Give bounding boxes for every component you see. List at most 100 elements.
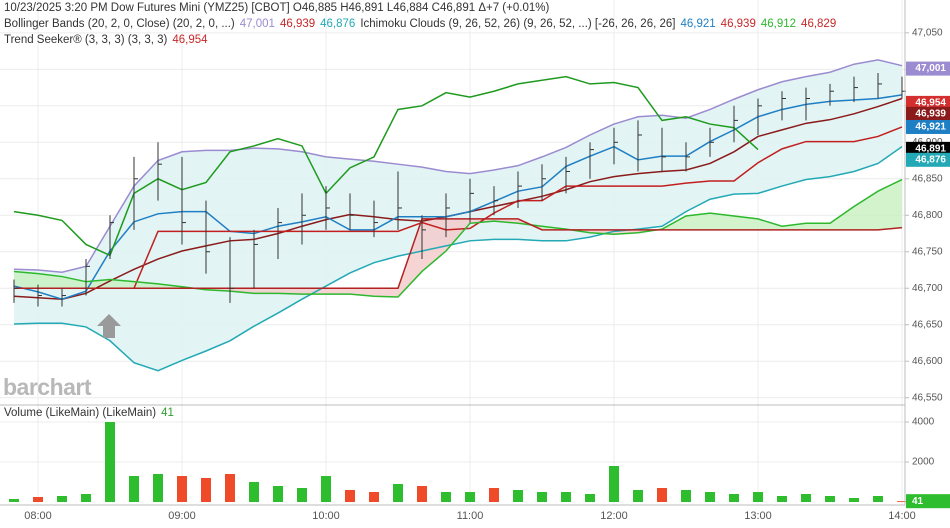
last-value-label: 41 bbox=[912, 496, 924, 507]
volume-bar bbox=[297, 488, 307, 502]
x-tick-label: 13:00 bbox=[744, 510, 772, 522]
volume-bar bbox=[57, 496, 67, 502]
indicator-line bbox=[13, 59, 903, 273]
cloud-segment bbox=[38, 273, 62, 289]
legend-line: Volume (LikeMain) (LikeMain) 41 bbox=[4, 407, 179, 423]
x-tick-label: 12:00 bbox=[600, 510, 628, 522]
volume-bar bbox=[345, 490, 355, 502]
band-fill bbox=[14, 59, 902, 371]
legend-text: 46,954 bbox=[172, 34, 208, 46]
volume-bar bbox=[105, 422, 115, 502]
volume-bar bbox=[729, 494, 739, 502]
price-legend: 10/23/2025 3:20 PM Dow Futures Mini (YMZ… bbox=[4, 2, 841, 50]
legend-text: Trend Seeker® (3, 3, 3) (3, 3, 3) bbox=[4, 34, 168, 46]
cloud-segment bbox=[278, 288, 302, 295]
y-tick-label: 47,050 bbox=[912, 27, 943, 38]
legend-text: 46,939 bbox=[279, 18, 316, 30]
last-value-label: 46,921 bbox=[915, 122, 946, 133]
volume-bar bbox=[225, 474, 235, 502]
volume-bar bbox=[465, 492, 475, 502]
volume-bar bbox=[537, 492, 547, 502]
y-tick-label: 2000 bbox=[912, 457, 935, 468]
volume-bar bbox=[897, 501, 907, 502]
cloud-segment bbox=[374, 288, 398, 297]
volume-bar bbox=[201, 478, 211, 502]
last-value-box bbox=[906, 61, 950, 76]
legend-text: 46,912 bbox=[760, 18, 797, 30]
volume-bar bbox=[9, 499, 19, 502]
cloud-segment bbox=[806, 223, 830, 230]
indicator-line bbox=[14, 218, 903, 289]
volume-bar bbox=[801, 494, 811, 502]
y-tick-label: 4000 bbox=[912, 417, 935, 428]
y-tick-label: 46,800 bbox=[912, 210, 943, 221]
volume-bar bbox=[153, 474, 163, 502]
indicator-line bbox=[13, 178, 903, 298]
y-tick-label: 46,700 bbox=[912, 283, 943, 294]
last-value-box bbox=[906, 106, 950, 121]
last-value-label: 47,001 bbox=[915, 63, 946, 74]
legend-text: Bollinger Bands (20, 2, 0, Close) (20, 2… bbox=[4, 18, 235, 30]
volume-bar bbox=[33, 497, 43, 502]
volume-bar bbox=[369, 492, 379, 502]
volume-bar bbox=[657, 488, 667, 502]
volume-bar bbox=[609, 466, 619, 502]
volume-bar bbox=[321, 476, 331, 502]
volume-bar bbox=[441, 492, 451, 502]
x-tick-label: 08:00 bbox=[24, 510, 52, 522]
volume-bar bbox=[777, 496, 787, 502]
volume-bar bbox=[753, 492, 763, 502]
y-tick-label: 46,600 bbox=[912, 356, 943, 367]
x-tick-label: 11:00 bbox=[457, 510, 484, 522]
last-value-label: 46,939 bbox=[915, 108, 946, 119]
last-value-box bbox=[906, 119, 950, 134]
legend-text: 46,921 bbox=[680, 18, 716, 30]
y-tick-label: 46,850 bbox=[912, 173, 943, 184]
cloud-segment bbox=[758, 218, 782, 230]
legend-text: 46,876 bbox=[320, 18, 356, 30]
mark-layer bbox=[9, 59, 907, 502]
x-tick-label: 10:00 bbox=[312, 510, 340, 522]
legend-text: 47,001 bbox=[239, 18, 275, 30]
cloud-segment bbox=[686, 213, 710, 230]
volume-bar bbox=[585, 494, 595, 502]
cloud-segment bbox=[734, 216, 758, 230]
cloud-segment bbox=[878, 179, 902, 230]
volume-legend: Volume (LikeMain) (LikeMain) 41 bbox=[4, 407, 179, 423]
legend-text: 46,939 bbox=[720, 18, 756, 30]
cloud-segment bbox=[134, 281, 158, 289]
volume-bar bbox=[273, 486, 283, 502]
volume-bar bbox=[129, 476, 139, 502]
volume-bar bbox=[81, 494, 91, 502]
volume-bar bbox=[177, 476, 187, 502]
x-tick-label: 09:00 bbox=[168, 510, 196, 522]
watermark: barchart bbox=[3, 374, 92, 400]
volume-bar bbox=[513, 490, 523, 502]
y-tick-label: 46,550 bbox=[912, 392, 943, 403]
cloud-segment bbox=[710, 213, 734, 230]
volume-bar bbox=[825, 496, 835, 502]
last-value-label: 46,876 bbox=[915, 154, 946, 165]
volume-bar bbox=[561, 492, 571, 502]
legend-text: 10/23/2025 3:20 PM Dow Futures Mini (YMZ… bbox=[4, 2, 550, 14]
last-value-label: 46,891 bbox=[915, 144, 946, 155]
y-tick-label: 46,750 bbox=[912, 246, 943, 257]
legend-line: 10/23/2025 3:20 PM Dow Futures Mini (YMZ… bbox=[4, 2, 841, 18]
legend-text: 46,829 bbox=[801, 18, 837, 30]
last-value-box bbox=[906, 494, 950, 509]
cloud-segment bbox=[782, 223, 806, 230]
volume-bar bbox=[873, 496, 883, 502]
cloud-segment bbox=[854, 191, 878, 230]
x-tick-label: 14:00 bbox=[888, 510, 916, 522]
legend-text: Volume (LikeMain) (LikeMain) bbox=[4, 407, 157, 419]
volume-bar bbox=[681, 490, 691, 502]
legend-line: Bollinger Bands (20, 2, 0, Close) (20, 2… bbox=[4, 18, 841, 34]
label-layer: 08:00 09:00 10:00 11:00 12:00 13:00 14:00 47,05… bbox=[24, 27, 950, 522]
last-value-box bbox=[906, 141, 950, 156]
signal-arrow bbox=[97, 314, 121, 338]
indicator-line bbox=[13, 75, 759, 257]
volume-bar bbox=[417, 486, 427, 502]
cloud-segment bbox=[62, 276, 86, 289]
